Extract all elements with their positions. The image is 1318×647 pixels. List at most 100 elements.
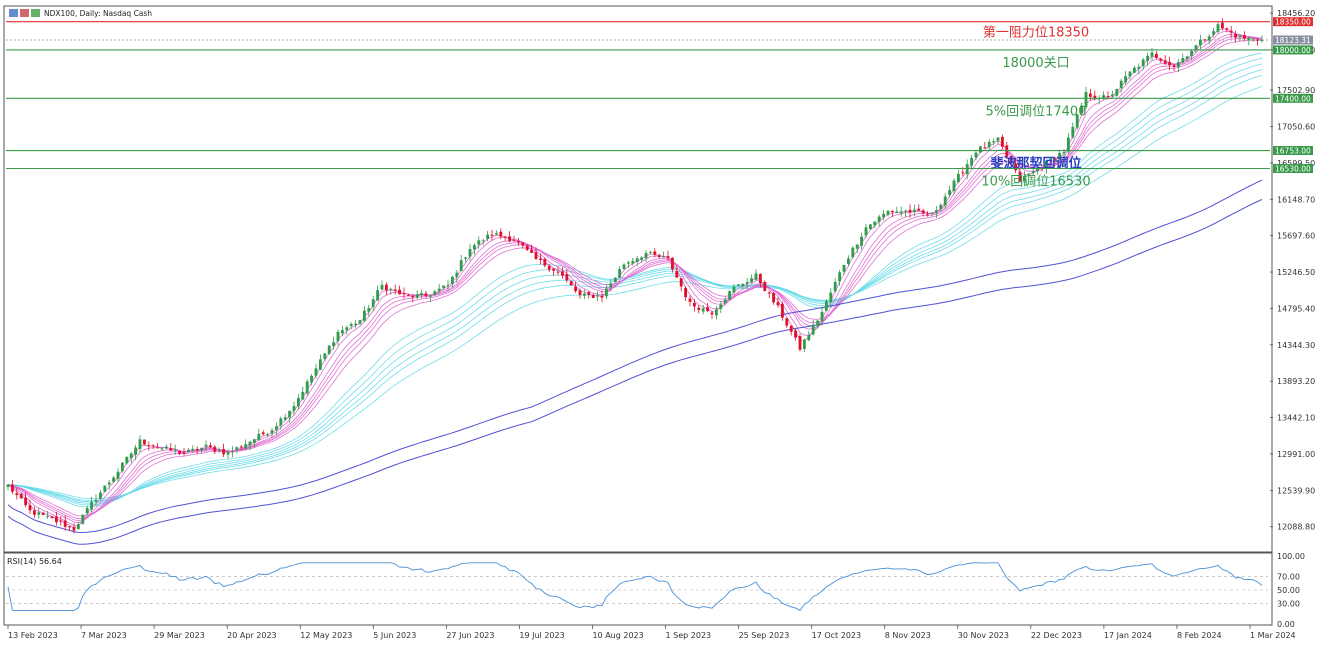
candle-body	[151, 445, 155, 447]
candle-body	[1168, 62, 1172, 66]
candle-body	[1088, 93, 1092, 97]
candle-body	[46, 515, 50, 517]
candle-body	[244, 444, 248, 449]
candle-body	[376, 290, 380, 301]
x-tick-label: 27 Jun 2023	[446, 631, 494, 640]
level-price-box: 16530.00	[1273, 164, 1313, 174]
candle-body	[1247, 37, 1251, 40]
candle-body	[556, 271, 560, 273]
rsi-y-tick-label: 50.00	[1277, 586, 1300, 595]
y-tick-label: 14795.40	[1277, 304, 1315, 313]
candle-body	[107, 482, 111, 485]
candle-body	[1150, 52, 1154, 57]
candle-body	[1053, 158, 1057, 160]
candle-body	[728, 291, 732, 300]
candle-body	[1058, 152, 1062, 159]
last-price-box-text: 18123.31	[1275, 36, 1311, 45]
y-tick-label: 17050.60	[1277, 123, 1315, 132]
candle-body	[1172, 65, 1176, 67]
candle-body	[266, 434, 270, 436]
rsi-line	[7, 562, 1263, 611]
candle-body	[939, 204, 943, 209]
candle-body	[1207, 36, 1211, 41]
candle-body	[1106, 96, 1110, 98]
candle-body	[1212, 31, 1216, 35]
candle-body	[156, 447, 160, 449]
y-tick-label: 12539.90	[1277, 486, 1315, 495]
x-tick-label: 20 Apr 2023	[227, 631, 276, 640]
candle-body	[81, 514, 85, 524]
candle-body	[367, 307, 371, 312]
candle-body	[481, 240, 485, 242]
candle-body	[125, 456, 129, 464]
candle-body	[486, 234, 490, 239]
candle-body	[868, 224, 872, 229]
candle-body	[459, 260, 463, 272]
candle-body	[1009, 156, 1013, 164]
candle-body	[864, 227, 868, 236]
candle-body	[1080, 105, 1084, 114]
candle-body	[516, 241, 520, 243]
candle-body	[1027, 174, 1031, 177]
candle-body	[112, 477, 116, 482]
candle-body	[222, 449, 226, 455]
level-annotation: 斐波那契回调位	[989, 156, 1081, 172]
ema-fast-line-12	[7, 37, 1263, 520]
candle-body	[393, 289, 397, 291]
candle-body	[833, 281, 837, 292]
level-price-box-bg	[1273, 17, 1313, 27]
candle-body	[239, 446, 243, 448]
candle-body	[662, 256, 666, 258]
candle-body	[547, 265, 551, 270]
candle-body	[895, 211, 899, 213]
candle-body	[877, 216, 881, 222]
candle-body	[714, 309, 718, 316]
level-price-box-text: 18350.00	[1275, 18, 1311, 27]
candle-body	[1000, 136, 1004, 147]
chart-header: NDX100, Daily: Nasdaq Cash	[44, 9, 152, 18]
level-price-box-text: 16753.00	[1275, 147, 1311, 156]
candle-body	[345, 327, 349, 331]
candle-body	[120, 462, 124, 472]
candle-body	[978, 146, 982, 153]
candle-body	[204, 444, 208, 447]
candle-body	[1036, 168, 1040, 172]
candle-body	[50, 516, 54, 518]
level-price-box-text: 16530.00	[1275, 165, 1311, 174]
candle-body	[565, 274, 569, 281]
x-tick-label: 12 May 2023	[300, 631, 352, 640]
y-tick-label: 17502.90	[1277, 86, 1315, 95]
candle-body	[1084, 92, 1088, 108]
candle-body	[657, 255, 661, 257]
candle-body	[508, 236, 512, 242]
candle-body	[534, 252, 538, 260]
ema-slow-line-60	[7, 86, 1263, 499]
candle-body	[1216, 24, 1220, 32]
x-tick-label: 1 Sep 2023	[666, 631, 712, 640]
candle-body	[538, 258, 542, 261]
moving-averages	[7, 28, 1263, 545]
candle-body	[943, 196, 947, 206]
candle-body	[301, 391, 305, 400]
candle-body	[640, 257, 644, 260]
candle-body	[318, 359, 322, 370]
candle-body	[635, 258, 639, 263]
candle-body	[736, 284, 740, 286]
candle-body	[758, 274, 762, 284]
candle-body	[591, 294, 595, 299]
level-annotation: 第一阻力位18350	[983, 26, 1089, 41]
candle-body	[446, 285, 450, 287]
candle-body	[846, 258, 850, 264]
candle-body	[600, 295, 604, 298]
candle-body	[1115, 89, 1119, 96]
candle-body	[626, 262, 630, 264]
candle-body	[380, 284, 384, 290]
candle-body	[191, 448, 195, 451]
candle-body	[490, 234, 494, 236]
candle-body	[512, 240, 516, 242]
candle-body	[701, 308, 705, 312]
candle-body	[358, 320, 362, 324]
candle-body	[415, 294, 419, 298]
